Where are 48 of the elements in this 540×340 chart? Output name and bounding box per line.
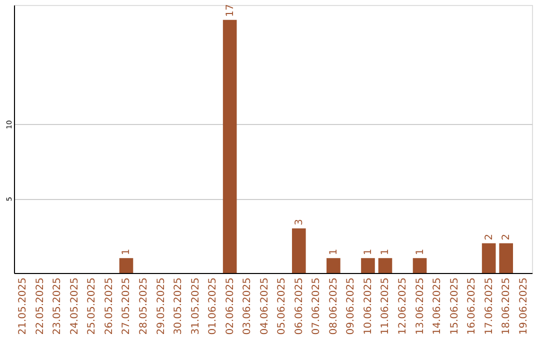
x-tick-label: 07.06.2025	[311, 278, 322, 335]
bar	[482, 243, 496, 273]
x-tick-label: 24.05.2025	[69, 278, 80, 335]
bar	[361, 258, 375, 273]
bar	[326, 258, 340, 273]
bar	[499, 243, 514, 273]
data-label: 1	[380, 248, 392, 256]
x-tick-label: 19.06.2025	[518, 278, 530, 335]
x-tick-label: 15.06.2025	[449, 278, 460, 335]
x-tick-label: 14.06.2025	[432, 278, 444, 335]
x-tick-label: 08.06.2025	[328, 278, 340, 335]
data-label: 2	[501, 234, 512, 240]
x-tick-label: 23.05.2025	[52, 278, 64, 335]
data-label: 17	[224, 4, 236, 17]
x-tick-label: 17.06.2025	[484, 278, 495, 335]
data-label: 1	[121, 248, 132, 256]
data-label: 1	[328, 248, 340, 256]
x-tick-label: 29.05.2025	[156, 278, 167, 335]
x-tick-label: 01.06.2025	[208, 278, 219, 335]
x-tick-label: 03.06.2025	[242, 278, 254, 335]
x-tick-label: 22.05.2025	[34, 278, 46, 335]
data-label: 1	[362, 248, 374, 256]
bar	[222, 20, 237, 273]
bar	[119, 258, 134, 273]
x-tick-label: 04.06.2025	[259, 278, 270, 335]
bar	[292, 228, 306, 273]
x-tick-label: 10.06.2025	[362, 278, 374, 335]
x-tick-label: 26.05.2025	[104, 278, 115, 335]
x-tick-label: 25.05.2025	[86, 278, 98, 335]
bar	[378, 258, 392, 273]
x-tick-label: 28.05.2025	[138, 278, 150, 335]
x-tick-label: 30.05.2025	[173, 278, 184, 335]
x-tick-label: 31.05.2025	[190, 278, 202, 335]
x-tick-label: 12.06.2025	[398, 278, 408, 335]
x-tick-label: 11.06.2025	[380, 278, 392, 335]
bar	[412, 258, 427, 273]
x-tick-label: 05.06.2025	[276, 278, 288, 335]
x-tick-label: 06.06.2025	[294, 278, 305, 335]
x-tick-label: 13.06.2025	[414, 278, 426, 335]
x-tick-label: 27.05.2025	[121, 278, 132, 335]
data-label: 3	[294, 218, 305, 226]
x-tick-label: 09.06.2025	[346, 278, 357, 335]
x-tick-label: 18.06.2025	[501, 278, 512, 335]
data-label: 2	[484, 234, 495, 240]
x-tick-label: 02.06.2025	[224, 278, 236, 335]
data-label: 1	[414, 248, 426, 256]
x-tick-label: 21.05.2025	[18, 278, 29, 335]
x-tick-label: 16.06.2025	[466, 278, 478, 335]
